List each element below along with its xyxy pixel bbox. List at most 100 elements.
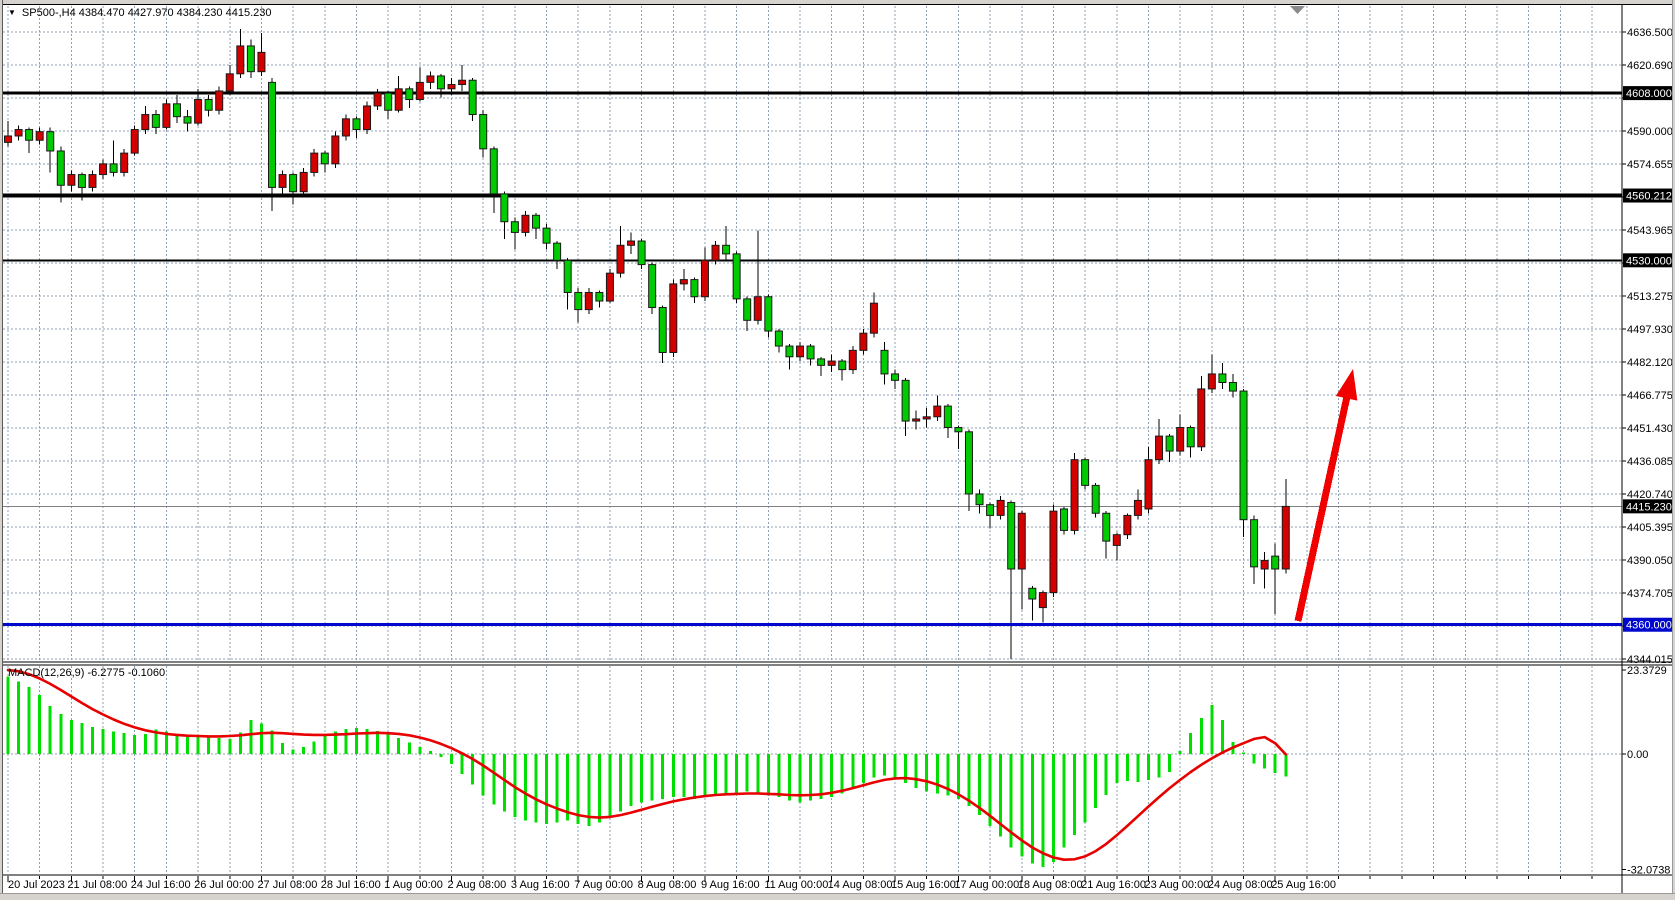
candle	[690, 277, 699, 304]
candle	[35, 127, 44, 145]
price-label-box: 4360.000	[1623, 617, 1674, 632]
candle	[859, 328, 868, 355]
candle	[901, 378, 910, 437]
candle	[268, 78, 276, 211]
svg-text:21 Aug 16:00: 21 Aug 16:00	[1081, 879, 1146, 891]
candle	[215, 86, 224, 115]
chart-title: ▼ SP500-,H4 4384.470 4427.970 4384.230 44…	[8, 7, 271, 19]
up-arrow-annotation[interactable]	[1294, 369, 1358, 622]
candle	[46, 127, 55, 173]
candle	[584, 288, 593, 314]
candle	[817, 356, 826, 377]
chart-shift-marker-icon[interactable]	[1290, 6, 1305, 14]
candle	[352, 116, 361, 139]
candle	[743, 296, 752, 332]
symbol-dropdown-icon: ▼	[8, 8, 16, 17]
candle	[510, 217, 519, 250]
time-axis[interactable]: 20 Jul 2023 21 Jul 08:00 24 Jul 16:00 26 Ju…	[7, 876, 1593, 891]
candle	[25, 127, 34, 154]
window-top-border	[0, 0, 1675, 5]
candle	[722, 226, 731, 261]
candle	[922, 408, 931, 428]
candle	[225, 65, 234, 96]
svg-text:27 Jul 08:00: 27 Jul 08:00	[257, 879, 317, 891]
candle	[1281, 478, 1290, 574]
candle	[405, 86, 414, 109]
candle	[521, 210, 530, 237]
candle	[373, 88, 382, 111]
svg-text:4415.230: 4415.230	[1626, 501, 1672, 513]
svg-text:20 Jul 2023: 20 Jul 2023	[8, 879, 65, 891]
candle	[130, 125, 139, 156]
candle	[109, 140, 118, 177]
svg-text:14 Aug 08:00: 14 Aug 08:00	[828, 879, 893, 891]
candle	[1070, 453, 1079, 535]
candle	[563, 258, 572, 310]
svg-text:0.00: 0.00	[1627, 749, 1648, 761]
candle	[479, 110, 488, 158]
candle	[848, 346, 857, 374]
candle	[257, 33, 266, 76]
candle	[964, 429, 973, 512]
price-label-box: 4415.230	[1623, 499, 1674, 514]
candle	[415, 67, 424, 102]
candle	[194, 88, 203, 126]
candle	[806, 343, 815, 366]
svg-text:-32.0738: -32.0738	[1627, 864, 1670, 876]
price-axis[interactable]: 4636.500 4620.690 4590.000 4574.655 4543.965…	[1622, 27, 1674, 666]
candle	[796, 341, 804, 362]
candle	[774, 328, 783, 353]
candle	[4, 120, 12, 147]
candle	[1271, 543, 1280, 615]
svg-text:23.3729: 23.3729	[1627, 665, 1667, 677]
candle	[764, 294, 773, 338]
candle	[436, 73, 445, 98]
candle	[711, 241, 720, 265]
candle	[1060, 506, 1068, 535]
candle	[933, 395, 942, 422]
candle	[574, 288, 583, 323]
candle	[542, 223, 551, 250]
candle	[320, 150, 329, 173]
candle	[553, 241, 562, 269]
candle	[299, 168, 308, 196]
svg-text:4497.930: 4497.930	[1627, 324, 1673, 336]
candle	[458, 65, 467, 91]
candles	[4, 28, 1290, 660]
candle	[151, 110, 160, 134]
svg-text:28 Jul 16:00: 28 Jul 16:00	[321, 879, 381, 891]
candle	[341, 114, 350, 141]
horizontal-level-lines[interactable]	[3, 91, 1622, 262]
svg-text:24 Jul 16:00: 24 Jul 16:00	[131, 879, 191, 891]
svg-text:4451.430: 4451.430	[1627, 423, 1673, 435]
svg-text:1 Aug 00:00: 1 Aug 00:00	[384, 879, 443, 891]
candle	[605, 268, 614, 304]
svg-text:7 Aug 00:00: 7 Aug 00:00	[574, 879, 633, 891]
grid-lines	[3, 6, 1622, 874]
candle	[1260, 551, 1269, 589]
candle	[1165, 433, 1174, 462]
candle	[278, 170, 287, 194]
candle	[447, 78, 456, 96]
svg-text:4482.120: 4482.120	[1627, 357, 1673, 369]
macd-axis[interactable]: 23.3729 0.00 -32.0738	[1622, 665, 1670, 876]
candle	[162, 99, 171, 130]
svg-text:2 Aug 08:00: 2 Aug 08:00	[448, 879, 507, 891]
candle	[489, 146, 498, 214]
candle	[1123, 513, 1132, 539]
svg-text:4513.275: 4513.275	[1627, 291, 1673, 303]
svg-text:4574.655: 4574.655	[1627, 159, 1673, 171]
candle	[1112, 532, 1121, 561]
candle	[1218, 363, 1227, 389]
svg-text:4636.500: 4636.500	[1627, 27, 1673, 39]
candle	[1049, 504, 1058, 597]
svg-text:4405.395: 4405.395	[1627, 522, 1673, 534]
candle	[331, 131, 340, 169]
macd-histogram	[6, 676, 1288, 868]
svg-text:4344.015: 4344.015	[1627, 654, 1673, 666]
candle	[700, 247, 709, 302]
candle	[753, 230, 762, 325]
svg-text:4466.775: 4466.775	[1627, 390, 1673, 402]
candle	[996, 496, 1005, 520]
